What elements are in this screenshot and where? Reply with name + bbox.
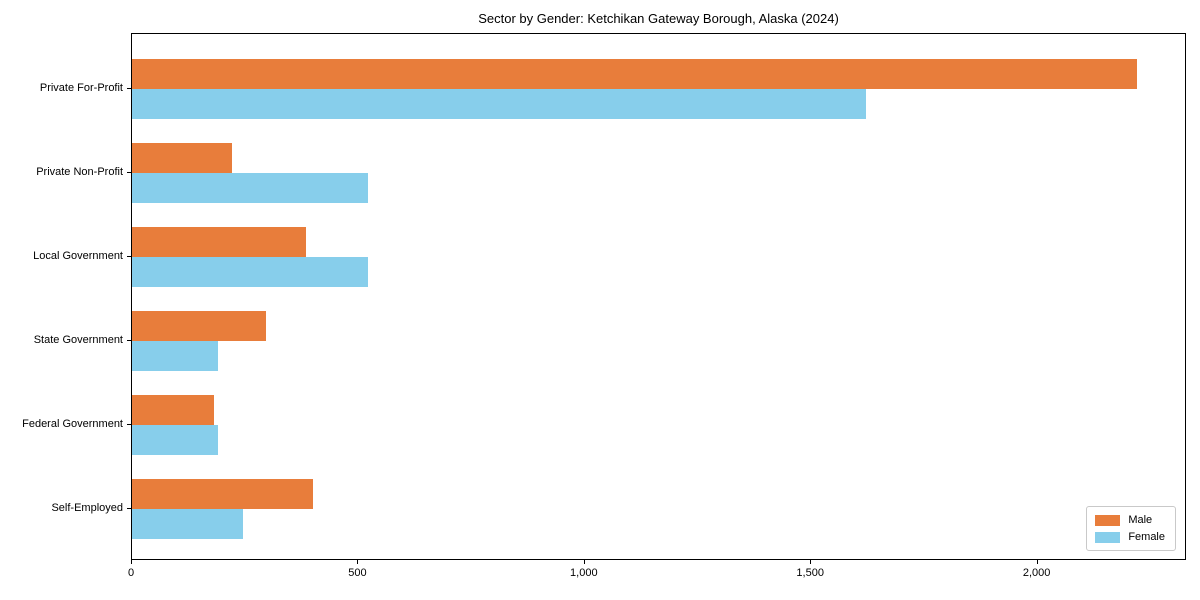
bar-male-self-employed [132, 479, 314, 509]
y-tick-label-state-government: State Government [33, 334, 123, 346]
x-tick-label-0: 0 [127, 567, 135, 579]
y-tick-mark [127, 88, 131, 89]
x-tick-mark [583, 560, 585, 564]
legend-swatch-female [1095, 531, 1121, 543]
legend-label-male: Male [1128, 514, 1153, 526]
y-tick-label-self-employed: Self-Employed [51, 502, 123, 514]
y-tick-mark [127, 340, 131, 341]
bar-male-local-government [132, 227, 307, 257]
x-tick-mark [131, 560, 132, 564]
chart-title: Sector by Gender: Ketchikan Gateway Boro… [478, 11, 839, 26]
bar-female-self-employed [132, 509, 243, 539]
y-tick-label-private-non-profit: Private Non-Profit [36, 166, 123, 178]
bar-male-federal-government [132, 395, 214, 425]
x-tick-mark [357, 560, 359, 564]
bar-male-private-non-profit [132, 143, 232, 173]
y-tick-label-federal-government: Federal Government [22, 418, 123, 430]
bar-male-private-for-profit [132, 59, 1138, 89]
legend-entry-male: Male [1095, 514, 1165, 526]
bar-female-federal-government [132, 425, 218, 455]
plot-area: Male Female [131, 33, 1186, 560]
x-tick-label-1-500: 1,500 [796, 567, 824, 579]
bar-female-private-for-profit [132, 89, 866, 119]
legend-label-female: Female [1128, 531, 1165, 543]
bar-male-state-government [132, 311, 266, 341]
y-tick-label-local-government: Local Government [33, 250, 123, 262]
bar-female-state-government [132, 341, 218, 371]
y-tick-mark [127, 424, 131, 425]
x-tick-label-500: 500 [348, 567, 367, 579]
legend: Male Female [1086, 506, 1176, 551]
bar-female-private-non-profit [132, 173, 368, 203]
y-tick-label-private-for-profit: Private For-Profit [39, 82, 123, 94]
x-tick-mark [1036, 560, 1038, 564]
x-tick-mark [810, 560, 812, 564]
legend-entry-female: Female [1095, 531, 1165, 543]
x-tick-label-2-000: 2,000 [1022, 567, 1051, 579]
y-tick-mark [127, 256, 131, 257]
legend-swatch-male [1095, 514, 1121, 526]
x-tick-label-1-000: 1,000 [570, 567, 598, 579]
bar-female-local-government [132, 257, 368, 287]
y-tick-mark [127, 508, 131, 509]
y-tick-mark [127, 172, 131, 173]
